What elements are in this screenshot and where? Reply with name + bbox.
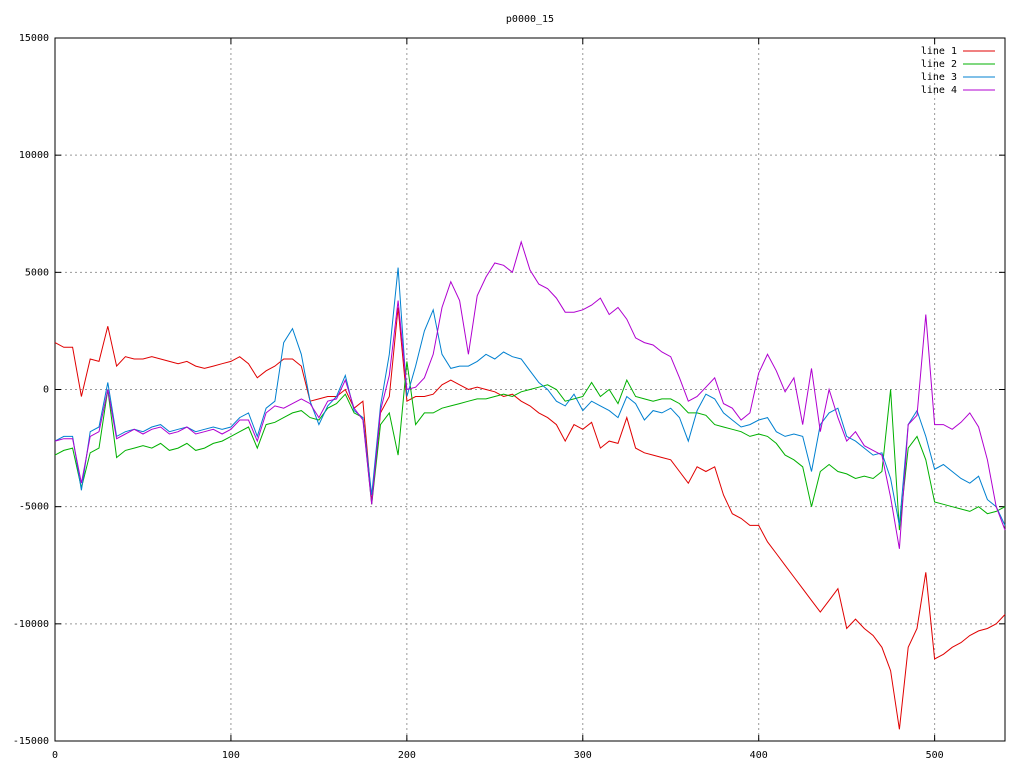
- y-tick-label: -10000: [13, 619, 49, 630]
- x-tick-label: 200: [398, 750, 416, 761]
- x-tick-label: 100: [222, 750, 240, 761]
- data-line: [54, 361, 1006, 531]
- legend-label: line 4: [921, 85, 957, 96]
- y-tick-label: -5000: [19, 502, 49, 513]
- x-tick-label: 0: [52, 750, 58, 761]
- legend-label: line 3: [921, 72, 957, 83]
- data-line: [54, 240, 1006, 549]
- plot-border: [54, 37, 1006, 742]
- legend-label: line 1: [921, 46, 957, 57]
- x-tick-label: 400: [750, 750, 768, 761]
- x-tick-label: 300: [574, 750, 592, 761]
- legend-label: line 2: [921, 59, 957, 70]
- data-line: [54, 267, 1006, 526]
- y-tick-label: 15000: [19, 33, 49, 44]
- y-tick-label: -15000: [13, 736, 49, 747]
- data-line: [54, 307, 1006, 730]
- chart-title: p0000_15: [506, 14, 554, 25]
- y-tick-label: 0: [43, 385, 49, 396]
- x-tick-label: 500: [926, 750, 944, 761]
- y-tick-label: 10000: [19, 150, 49, 161]
- y-tick-label: 5000: [25, 267, 49, 278]
